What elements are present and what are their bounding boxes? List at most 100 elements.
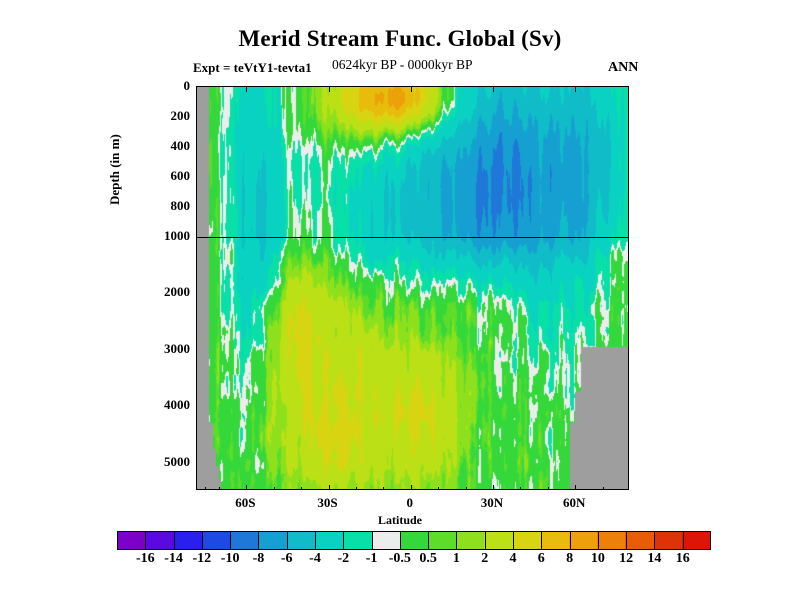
y-axis-minor-tick <box>196 279 197 280</box>
colorbar-band <box>174 532 203 549</box>
y-axis-tick-label: 5000 <box>164 453 190 469</box>
contour-plot <box>196 86 629 490</box>
x-axis-minor-tick <box>273 487 275 489</box>
y-axis-minor-tick <box>196 420 197 421</box>
x-axis-labels: 60S 30S 0 30N 60N <box>196 495 629 515</box>
y-axis-labels: 0 200 400 600 800 1000 2000 3000 4000 5000 <box>140 78 191 490</box>
colorbar-tick-label: 12 <box>619 551 634 566</box>
colorbar-tick-label: 16 <box>675 551 690 566</box>
y-axis-minor-tick <box>196 251 197 252</box>
x-axis-tick <box>246 485 248 489</box>
colorbar-band <box>456 532 485 549</box>
x-axis-tick-label: 0 <box>406 495 414 510</box>
y-axis-tick-label: 3000 <box>164 340 190 356</box>
y-axis-minor-tick <box>196 378 197 379</box>
y-axis-tick <box>196 293 197 294</box>
colorbar-band <box>230 532 259 549</box>
colorbar-tick-label: 8 <box>566 551 574 566</box>
x-axis-tick-label: 30S <box>317 495 338 510</box>
colorbar-band <box>540 532 569 549</box>
y-axis-tick <box>196 87 197 88</box>
y-axis-tick-label: 200 <box>170 108 191 123</box>
colorbar-band <box>512 532 541 549</box>
colorbar-tick-label: 1 <box>452 551 460 566</box>
y-axis-tick-label: 2000 <box>164 284 190 300</box>
y-axis-tick-label: 400 <box>170 138 191 153</box>
x-axis-tick <box>575 87 577 92</box>
experiment-label: Expt = teVtY1-tevta1 <box>193 60 312 75</box>
x-axis-minor-tick <box>438 487 440 489</box>
colorbar-tick-label: -12 <box>192 551 212 566</box>
colorbar-tick-label: -1 <box>365 551 378 566</box>
x-axis-tick-label: 60S <box>235 495 256 510</box>
x-axis-tick <box>492 87 494 92</box>
colorbar-band <box>118 532 147 549</box>
y-axis-minor-tick <box>196 102 197 103</box>
colorbar-band <box>343 532 372 549</box>
colorbar-band <box>681 532 710 549</box>
colorbar-tick-label: 6 <box>537 551 545 566</box>
colorbar-tick-label: -16 <box>135 551 155 566</box>
colorbar-tick-label: -4 <box>309 551 321 566</box>
colorbar-band <box>146 532 175 549</box>
y-axis-minor-tick <box>196 322 197 323</box>
colorbar-band <box>371 532 400 549</box>
colorbar-tick-label: -2 <box>337 551 350 566</box>
colorbar-band <box>287 532 316 549</box>
y-axis-title: Depth (in m) <box>107 134 122 205</box>
x-axis-minor-tick <box>205 487 207 489</box>
y-axis-minor-tick <box>196 477 197 478</box>
y-axis-minor-tick <box>196 364 197 365</box>
x-axis-tick-label: 30N <box>480 495 504 510</box>
x-axis-minor-tick <box>520 487 522 489</box>
colorbar-band <box>428 532 457 549</box>
colorbar-tick-label: -10 <box>220 551 240 566</box>
x-axis-minor-tick <box>547 487 549 489</box>
y-axis-tick-label: 600 <box>170 168 191 183</box>
y-axis-tick <box>196 406 197 407</box>
y-axis-tick <box>196 350 197 351</box>
colorbar-labels: -16 -14 -12 -10 -8 -6 -4 -2 -1 -0.5 0.5 1 2 4 6 8 10 12 14… <box>117 551 711 573</box>
y-axis-tick-label: 1000 <box>164 228 190 243</box>
x-axis-minor-tick <box>218 487 220 489</box>
x-axis-tick <box>410 87 412 92</box>
y-axis-tick <box>196 147 197 148</box>
colorbar-band <box>625 532 654 549</box>
colorbar-tick-label: -14 <box>164 551 183 566</box>
x-axis-tick-label: 60N <box>562 495 586 510</box>
y-axis-minor-tick <box>196 132 197 133</box>
colorbar-tick-label: 10 <box>590 551 605 566</box>
y-axis-minor-tick <box>196 265 197 266</box>
colorbar-band <box>653 532 682 549</box>
colorbar-tick-label: 2 <box>481 551 489 566</box>
colorbar-band <box>315 532 344 549</box>
colorbar-tick-label: 0.5 <box>419 551 437 566</box>
page-title: Merid Stream Func. Global (Sv) <box>238 26 562 51</box>
colorbar-tick-label: 4 <box>509 551 517 566</box>
y-axis-minor-tick <box>196 435 197 436</box>
x-axis-minor-tick <box>602 487 604 489</box>
x-axis-title: Latitude <box>377 513 422 527</box>
y-axis-tick-label: 800 <box>170 198 191 213</box>
x-axis-minor-tick <box>383 487 385 489</box>
x-axis-minor-tick <box>355 487 357 489</box>
colorbar-band <box>484 532 513 549</box>
colorbar-band <box>597 532 626 549</box>
x-axis-minor-tick <box>465 487 467 489</box>
x-axis-tick <box>575 485 577 489</box>
colorbar-tick-label: -0.5 <box>388 551 411 566</box>
y-axis-tick <box>196 463 197 464</box>
x-axis-minor-tick <box>301 487 303 489</box>
y-axis-minor-tick <box>196 162 197 163</box>
colorbar-tick-label: -8 <box>252 551 265 566</box>
y-axis-tick-label: 0 <box>183 78 191 93</box>
y-axis-tick <box>196 117 197 118</box>
colorbar <box>117 531 711 550</box>
colorbar-band <box>399 532 429 549</box>
x-axis-tick <box>328 485 330 489</box>
y-axis-minor-tick <box>196 449 197 450</box>
colorbar-band <box>569 532 598 549</box>
y-axis-minor-tick <box>196 222 197 223</box>
colorbar-band <box>258 532 288 549</box>
